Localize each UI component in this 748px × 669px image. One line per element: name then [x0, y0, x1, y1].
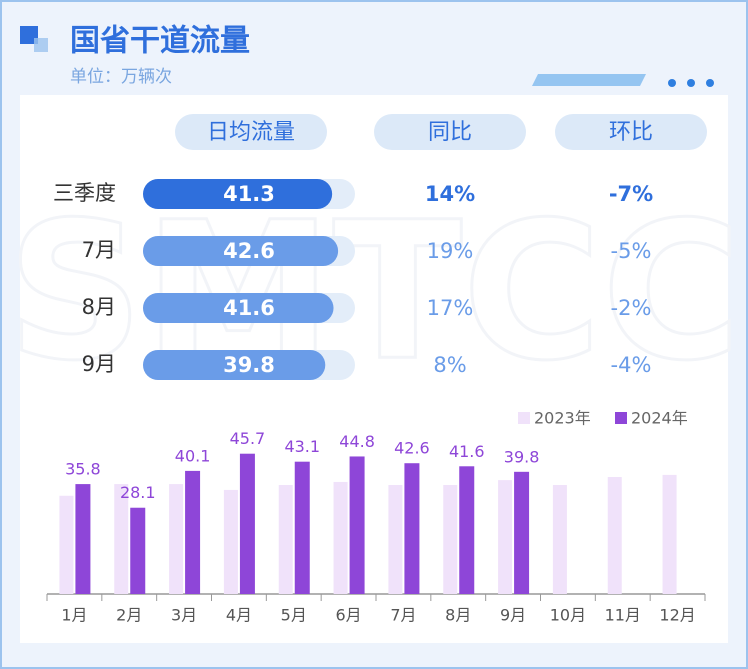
column-header-pill: [374, 114, 526, 150]
mom: -2%: [611, 296, 652, 320]
mom: -5%: [611, 239, 652, 263]
mom: -7%: [609, 182, 653, 206]
bar: [552, 485, 567, 594]
bar: [143, 179, 333, 209]
bar: [114, 484, 129, 594]
dot: [706, 79, 714, 87]
bar: [239, 453, 255, 594]
legend-swatch: [615, 412, 627, 424]
bar: [143, 350, 326, 380]
bar: [185, 470, 201, 594]
bar: [59, 495, 74, 594]
data-label: 42.6: [394, 439, 430, 458]
bar: [662, 474, 677, 594]
x-tick-label: 3月: [171, 606, 197, 625]
data-label: 28.1: [120, 483, 156, 502]
bar: [143, 293, 334, 323]
column-header: 环比: [609, 120, 653, 145]
bar: [498, 480, 513, 594]
x-tick-label: 11月: [605, 606, 641, 625]
x-tick-label: 8月: [445, 606, 471, 625]
bar: [333, 481, 348, 594]
bar-value: 39.8: [223, 353, 275, 377]
dot: [687, 79, 695, 87]
yoy: 8%: [433, 353, 466, 377]
title-icon: [34, 38, 48, 52]
data-label: 44.8: [339, 432, 375, 451]
x-tick-label: 1月: [61, 606, 87, 625]
title-icon: [20, 26, 38, 44]
x-tick-label: 4月: [226, 606, 252, 625]
row-label: 三季度: [53, 181, 116, 205]
yoy: 14%: [425, 182, 475, 206]
bar: [75, 484, 91, 594]
bar-value: 41.3: [223, 182, 275, 206]
stripe-decoration: [532, 74, 646, 86]
row-label: 9月: [82, 352, 116, 376]
yoy: 19%: [427, 239, 474, 263]
data-label: 45.7: [230, 429, 266, 448]
subtitle: 单位：万辆次: [70, 67, 172, 87]
legend-label: 2024年: [631, 409, 688, 428]
dot: [668, 79, 676, 87]
x-tick-label: 5月: [281, 606, 307, 625]
row-label: 7月: [82, 238, 116, 262]
watermark: SMTCC: [7, 181, 741, 402]
data-label: 41.6: [449, 442, 485, 461]
yoy: 17%: [427, 296, 474, 320]
row-label: 8月: [82, 295, 116, 319]
mom: -4%: [611, 353, 652, 377]
legend-swatch: [518, 412, 530, 424]
bar: [459, 466, 475, 594]
data-label: 40.1: [175, 446, 211, 465]
bar: [607, 477, 622, 594]
data-label: 39.8: [504, 447, 540, 466]
bar: [349, 456, 365, 594]
bar: [223, 489, 238, 594]
x-tick-label: 9月: [500, 606, 526, 625]
x-tick-label: 6月: [335, 606, 361, 625]
bar: [443, 485, 458, 594]
bar: [514, 471, 530, 594]
column-header: 日均流量: [207, 120, 295, 145]
column-header-pill: [555, 114, 707, 150]
x-tick-label: 10月: [550, 606, 586, 625]
bar: [130, 507, 146, 594]
x-tick-label: 7月: [390, 606, 416, 625]
x-tick-label: 12月: [659, 606, 695, 625]
x-tick-label: 2月: [116, 606, 142, 625]
bar: [404, 463, 420, 594]
bar: [169, 484, 184, 594]
bar: [388, 485, 403, 594]
data-label: 35.8: [65, 460, 101, 479]
column-header: 同比: [428, 120, 472, 145]
bar-value: 41.6: [223, 296, 275, 320]
bar-value: 42.6: [223, 239, 275, 263]
bar: [143, 236, 339, 266]
bar: [294, 461, 310, 594]
column-header-pill: [175, 114, 327, 150]
title: 国省干道流量: [70, 24, 250, 59]
bar: [278, 485, 293, 594]
legend-label: 2023年: [534, 409, 591, 428]
data-label: 43.1: [284, 437, 320, 456]
